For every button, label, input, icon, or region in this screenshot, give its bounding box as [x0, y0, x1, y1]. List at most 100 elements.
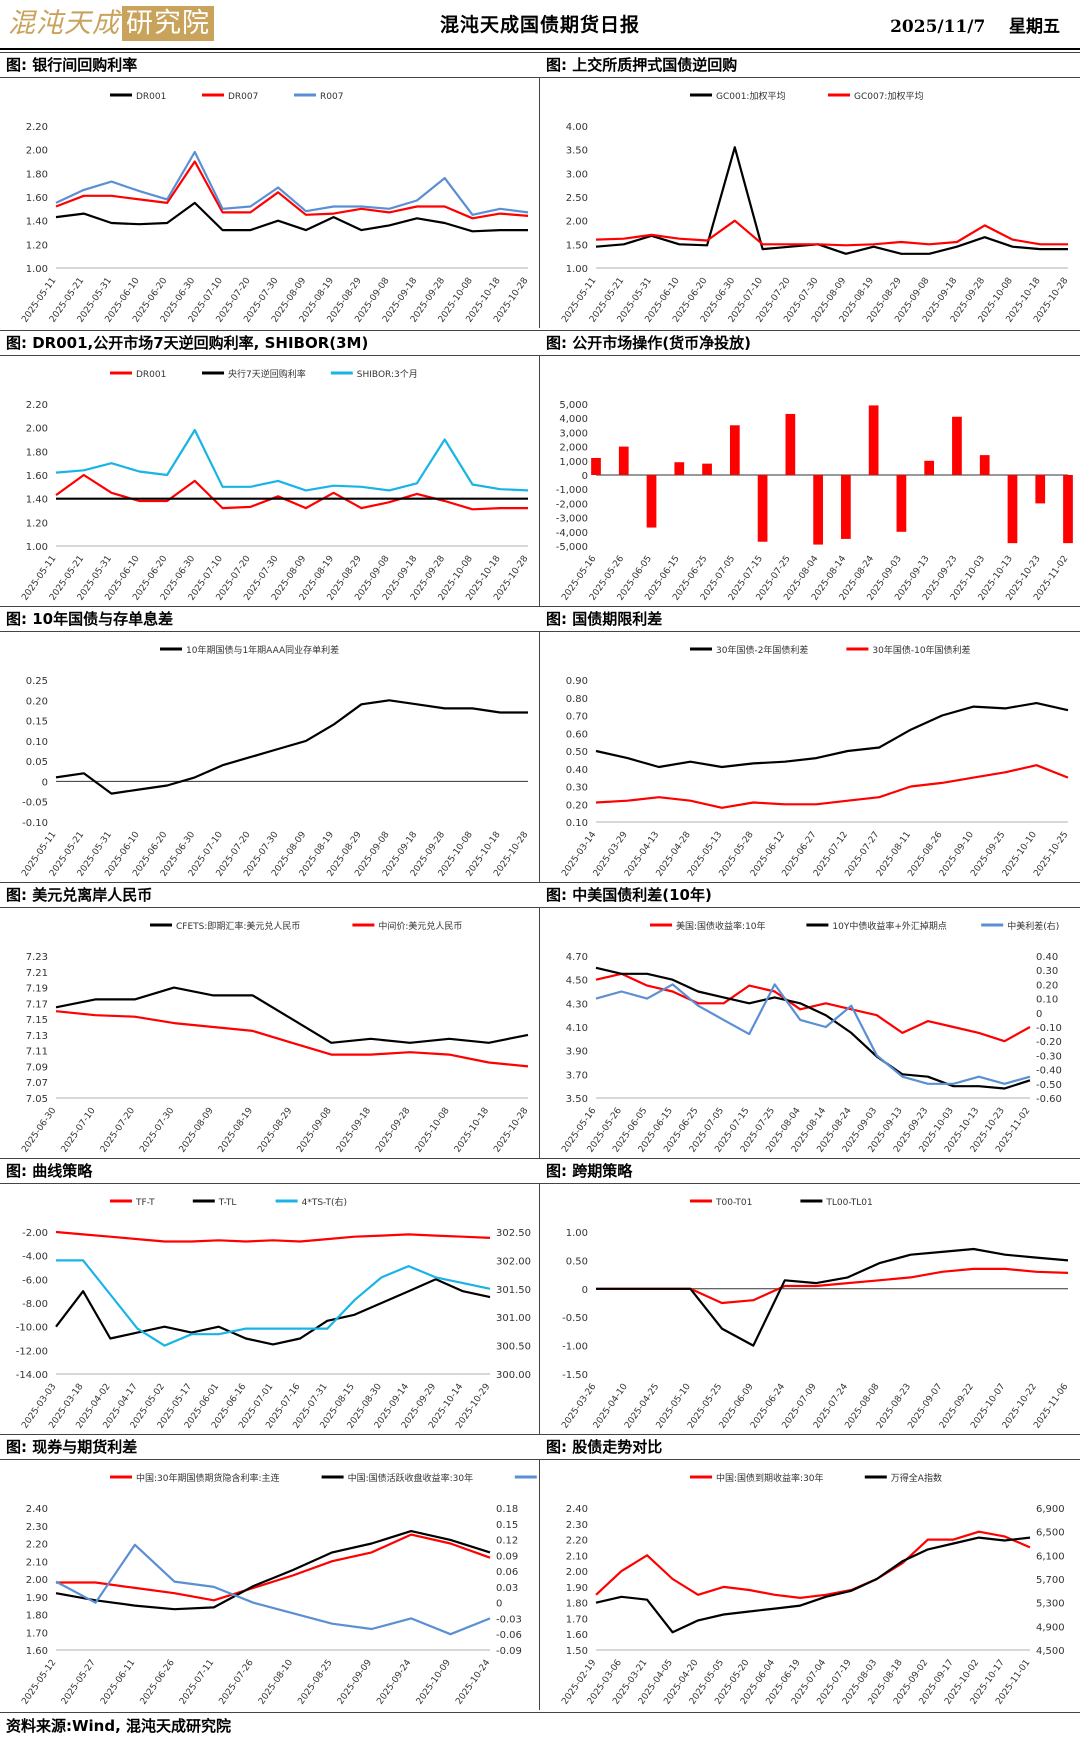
report-header: 混沌天成 研究院 混沌天成国债期货日报 2025/11/7 星期五 — [0, 0, 1080, 50]
legend-item: 30年国债-10年国债利差 — [846, 644, 971, 656]
legend-label: SHIBOR:3个月 — [357, 369, 418, 380]
y-tick-label: -5,000 — [556, 542, 588, 553]
chart-svg: 10年期国债与1年期AAA同业存单利差 -0.10 -0.05 0 0.05 0.10 0.… — [20, 644, 530, 879]
legend-item: CFETS:即期汇率:美元兑人民币 — [150, 920, 300, 932]
legend-item: 央行7天逆回购利率 — [202, 368, 306, 380]
y2-tick-label: -0.10 — [1036, 1023, 1062, 1034]
y-tick-label: 1.50 — [566, 240, 588, 251]
legend-label: DR007 — [228, 92, 258, 102]
bar — [785, 413, 796, 475]
x-tick-label: 2025-06-26 — [139, 1658, 177, 1707]
y2-tick-label: -0.60 — [1036, 1094, 1062, 1105]
y-tick-label: 2.20 — [566, 1536, 588, 1547]
chart-panel-9: 图: 曲线策略 TF-T T-TL 4*TS-T(右) -14.00 -12.00 -10.… — [0, 1158, 540, 1434]
bar — [1035, 475, 1046, 504]
x-tick-label: 2025-10-24 — [454, 1658, 492, 1707]
y2-tick-label: 0.12 — [496, 1536, 518, 1547]
chart-svg: 中国:国债到期收益率:30年 万得全A指数 1.50 1.60 1.70 1.80 1.90… — [560, 1472, 1065, 1707]
y-tick-label: 7.23 — [26, 952, 48, 963]
y2-tick-label: 0.10 — [1036, 995, 1058, 1006]
y-tick-label: 4.00 — [566, 122, 588, 133]
y2-tick-label: 4,500 — [1036, 1646, 1065, 1657]
chart-svg: 30年国债-2年国债利差 30年国债-10年国债利差 0.10 0.20 0.30 0.4… — [560, 644, 1070, 879]
y-tick-label: 0 — [42, 777, 48, 788]
legend-item: DR001 — [110, 370, 166, 380]
chart-svg: T00-T01 TL00-TL01 -1.50 -1.00 -0.50 0 0.50 1.00… — [560, 1198, 1070, 1431]
y2-tick-label: 0.30 — [1036, 966, 1058, 977]
y-tick-label: -4.00 — [22, 1252, 48, 1263]
x-tick-label: 2025-07-10 — [60, 1106, 98, 1155]
chart-panel-2: 图: 上交所质押式国债逆回购 GC001:加权平均 GC007:加权平均 1.00 1.… — [540, 52, 1080, 328]
x-tick-label: 2025-06-11 — [99, 1658, 137, 1707]
chart-title: 图: 中美国债利差(10年) — [540, 882, 1080, 908]
y-tick-label: 7.15 — [26, 1015, 48, 1026]
y-tick-label: 3.00 — [566, 169, 588, 180]
chart-panel-7: 图: 美元兑离岸人民币 CFETS:即期汇率:美元兑人民币 中间价:美元兑人民币 7.… — [0, 882, 540, 1158]
chart-panel-11: 图: 现券与期货利差中国:30年期国债期货隐含利率:主连 中国:国债活跃收盘收益率… — [0, 1434, 540, 1710]
bar — [924, 460, 935, 475]
legend-label: 中国:30年期国债期货隐含利率:主连 — [136, 1472, 280, 1484]
legend-item: 4*TS-T(右) — [275, 1196, 347, 1208]
legend-item: 10Y中债收益率+外汇掉期点 — [806, 920, 947, 932]
y2-tick-label: -0.40 — [1036, 1066, 1062, 1077]
x-tick-label: 2025-08-25 — [296, 1658, 334, 1707]
y-tick-label: 2.00 — [26, 1575, 48, 1586]
y2-tick-label: 4,900 — [1036, 1622, 1065, 1633]
x-tick-label: 2025-07-11 — [178, 1658, 216, 1707]
y-tick-label: 1.80 — [26, 1611, 48, 1622]
legend-label: 30年国债-2年国债利差 — [716, 644, 808, 656]
y-tick-label: 1.80 — [26, 447, 48, 458]
y-tick-label: 0.30 — [566, 783, 588, 794]
y-tick-label: 1.50 — [566, 1646, 588, 1657]
legend-item: T-TL — [192, 1198, 236, 1208]
x-tick-label: 2025-09-24 — [375, 1658, 413, 1707]
x-tick-label: 2025-10-28 — [492, 1106, 530, 1155]
series-line — [55, 1529, 491, 1611]
y-tick-label: 2.50 — [566, 193, 588, 204]
y-tick-label: 1.20 — [26, 518, 48, 529]
series-line — [595, 1530, 1031, 1599]
bar — [841, 475, 851, 539]
y-tick-label: 3.50 — [566, 1094, 588, 1105]
series-line — [55, 1543, 491, 1636]
y-tick-label: 3.70 — [566, 1070, 588, 1081]
y2-tick-label: -0.03 — [496, 1614, 522, 1625]
series-line — [595, 966, 1031, 1090]
chart-title: 图: 现券与期货利差 — [0, 1434, 540, 1460]
y-tick-label: 1.90 — [26, 1593, 48, 1604]
legend-label: TL00-TL01 — [825, 1198, 872, 1208]
y-tick-label: 0.05 — [26, 757, 48, 768]
y2-tick-label: 6,500 — [1036, 1528, 1065, 1539]
y-tick-label: 2.20 — [26, 1540, 48, 1551]
legend-item: DR007 — [202, 92, 258, 102]
chart-title: 图: 股债走势对比 — [540, 1434, 1080, 1460]
y2-tick-label: -0.50 — [1036, 1080, 1062, 1091]
x-tick-label: 2025-09-09 — [336, 1658, 374, 1707]
chart-svg: 中国:30年期国债期货隐含利率:主连 中国:国债活跃收盘收益率:30年 隐含利差(右… — [20, 1472, 537, 1707]
y-tick-label: 2.00 — [566, 217, 588, 228]
x-tick-label: 2025-07-26 — [218, 1658, 256, 1707]
legend-item: 中国:国债到期收益率:30年 — [690, 1472, 824, 1484]
y-tick-label: -14.00 — [16, 1370, 48, 1381]
y-tick-label: 5,000 — [559, 400, 588, 411]
y-tick-label: 1.40 — [26, 495, 48, 506]
series-line — [55, 201, 528, 233]
y-tick-label: 7.19 — [26, 984, 48, 995]
legend-label: T00-T01 — [715, 1198, 752, 1208]
series-line — [55, 428, 529, 492]
chart-svg: TF-T T-TL 4*TS-T(右) -14.00 -12.00 -10.00 -8.00… — [16, 1196, 531, 1431]
chart-svg: GC001:加权平均 GC007:加权平均 1.00 1.50 2.00 2.50 3.00… — [560, 90, 1070, 325]
legend-label: CFETS:即期汇率:美元兑人民币 — [176, 920, 300, 932]
y2-tick-label: -0.20 — [1036, 1037, 1062, 1048]
legend-label: 中国:国债活跃收盘收益率:30年 — [348, 1472, 474, 1484]
y-tick-label: -4,000 — [556, 528, 588, 539]
series-line — [595, 764, 1069, 809]
legend-item: 隐含利差(右) — [514, 1475, 537, 1479]
chart-title: 图: DR001,公开市场7天逆回购利率, SHIBOR(3M) — [0, 330, 540, 356]
x-tick-label: 2025-08-10 — [257, 1658, 295, 1707]
x-tick-label: 2025-09-08 — [296, 1106, 334, 1155]
y-tick-label: 2.40 — [26, 1504, 48, 1515]
y2-tick-label: 6,100 — [1036, 1551, 1065, 1562]
y-tick-label: 2.10 — [26, 1557, 48, 1568]
y2-tick-label: 302.00 — [496, 1256, 531, 1267]
